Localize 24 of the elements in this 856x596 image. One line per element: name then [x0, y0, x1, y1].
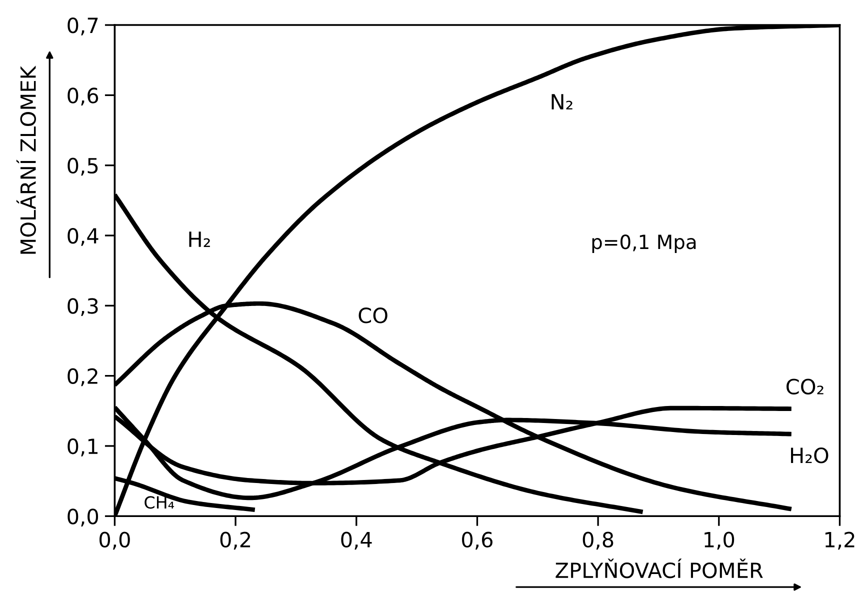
x-tick-label: 1,2	[825, 532, 854, 550]
series-label: H₂	[189, 232, 210, 247]
series-label: CO₂	[786, 378, 824, 394]
series-label: CO	[358, 308, 388, 324]
annotation: p=0,1 Mpa	[592, 234, 696, 253]
y-tick-label: 0,0	[68, 508, 98, 526]
x-tick-label: 1,0	[704, 532, 734, 550]
x-tick-label: 0,6	[462, 532, 492, 550]
series-label: N₂	[552, 94, 572, 110]
series-label: CH₄	[144, 496, 174, 509]
x-tick-label: 0,4	[341, 532, 372, 550]
y-tick-label: 0,5	[68, 158, 98, 176]
x-axis-title: ZPLYŇOVACÍ POMĚR	[556, 558, 763, 578]
y-tick-label: 0,2	[68, 368, 98, 386]
series-label: H₂O	[791, 447, 828, 464]
y-tick-label: 0,1	[68, 438, 98, 456]
y-axis-title: MOLÁRNÍ ZLOMEK	[16, 66, 36, 254]
x-tick-label: 0,0	[100, 532, 130, 550]
x-tick-label: 0,8	[582, 532, 614, 550]
y-tick-label: 0,3	[68, 298, 98, 316]
y-tick-label: 0,6	[68, 88, 98, 106]
x-tick-label: 0,2	[220, 532, 250, 550]
y-tick-label: 0,4	[68, 228, 98, 246]
y-tick-label: 0,7	[68, 17, 98, 36]
